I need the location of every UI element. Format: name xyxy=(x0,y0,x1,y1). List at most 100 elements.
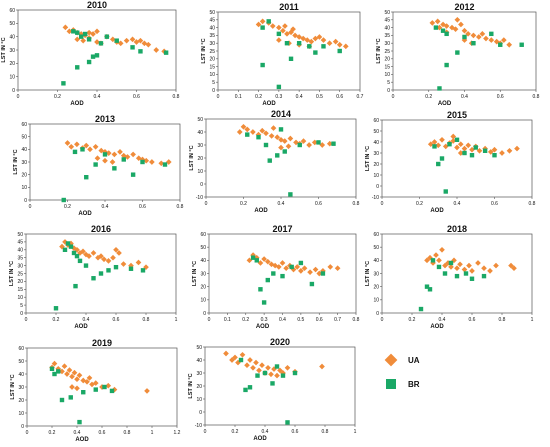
br-point xyxy=(86,37,92,42)
br-point xyxy=(276,31,282,37)
y-tick-label: 60 xyxy=(21,122,27,128)
ua-point xyxy=(439,136,445,143)
br-point xyxy=(59,397,65,403)
br-point xyxy=(75,65,80,70)
br-point xyxy=(65,241,71,246)
y-tick-label: 30 xyxy=(21,160,27,166)
br-point xyxy=(73,283,78,289)
br-point xyxy=(292,370,298,376)
br-point xyxy=(49,366,55,371)
x-tick-label: 0.4 xyxy=(262,429,269,435)
br-point xyxy=(61,197,66,203)
y-axis-label: LST IN °C xyxy=(192,261,198,286)
x-tick-label: 0.2 xyxy=(53,317,60,323)
y-tick-label: 0 xyxy=(212,88,215,94)
y-tick-label: 0 xyxy=(200,182,203,188)
br-point xyxy=(278,127,284,132)
br-point xyxy=(258,287,263,292)
x-tick-label: 1 xyxy=(151,430,154,436)
ua-point xyxy=(87,146,93,153)
ua-point xyxy=(130,151,136,158)
br-point xyxy=(447,142,452,147)
ua-point xyxy=(466,262,472,269)
ua-point xyxy=(105,258,112,264)
ua-point xyxy=(279,260,286,266)
y-tick-label: 35 xyxy=(384,33,390,39)
y-tick-label: 0 xyxy=(376,311,379,317)
br-point xyxy=(271,271,276,276)
x-tick-label: 0.6 xyxy=(316,317,323,323)
x-tick-label: 0.6 xyxy=(491,201,498,207)
ua-point xyxy=(246,257,253,264)
br-point xyxy=(82,31,88,37)
x-tick-label: 0.4 xyxy=(439,317,446,323)
ua-point xyxy=(92,143,99,150)
y-tick-label: 30 xyxy=(384,41,390,47)
x-axis-label: AOD xyxy=(438,101,452,107)
ua-point xyxy=(153,47,160,53)
x-tick-label: 0.6 xyxy=(497,94,504,100)
y-tick-label: 50 xyxy=(209,10,215,16)
x-axis-label: AOD xyxy=(256,324,270,330)
y-tick-label: 0 xyxy=(376,184,379,190)
ua-point xyxy=(259,18,266,25)
x-tick-label: 0.8 xyxy=(177,204,184,210)
ua-point xyxy=(239,351,246,358)
ua-point xyxy=(301,265,308,272)
br-point xyxy=(77,258,83,264)
ua-point xyxy=(475,260,481,266)
ua-point xyxy=(80,248,86,255)
chart-title: 2010 xyxy=(87,0,107,10)
br-point xyxy=(418,306,424,312)
ua-point xyxy=(264,258,271,265)
br-point xyxy=(260,62,265,68)
chart-title: 2012 xyxy=(454,2,474,12)
br-point xyxy=(471,41,476,46)
y-tick-label: 50 xyxy=(9,21,15,27)
ua-point xyxy=(120,261,127,267)
y-tick-label: 40 xyxy=(197,130,203,136)
y-tick-label: 20 xyxy=(21,172,27,178)
y-axis-label: LST IN °C xyxy=(9,261,15,286)
br-point xyxy=(113,264,119,270)
y-axis-label: LST IN °C xyxy=(1,37,7,62)
y-tick-label: 20 xyxy=(18,398,24,404)
ua-point xyxy=(256,367,262,374)
x-tick-label: 0 xyxy=(25,317,28,323)
br-point xyxy=(62,247,68,252)
br-point xyxy=(454,273,460,279)
br-point xyxy=(75,30,80,35)
y-tick-label: 35 xyxy=(17,256,23,262)
br-marker-icon xyxy=(386,379,396,389)
ua-point xyxy=(116,250,122,256)
ua-point xyxy=(429,20,436,26)
ua-point xyxy=(283,265,290,272)
y-axis-label: LST IN °C xyxy=(376,38,382,63)
br-point xyxy=(276,84,282,90)
br-point xyxy=(91,276,96,281)
br-point xyxy=(68,244,74,249)
ua-point xyxy=(461,27,468,34)
br-point xyxy=(247,385,253,390)
br-point xyxy=(74,253,80,259)
br-point xyxy=(266,19,271,24)
ua-point xyxy=(124,154,131,160)
y-tick-label: 45 xyxy=(384,18,390,24)
ua-point xyxy=(223,350,229,357)
y-tick-label: 5 xyxy=(212,80,215,86)
ua-point xyxy=(158,160,165,167)
ua-point xyxy=(64,140,71,146)
ua-point xyxy=(452,26,459,32)
br-point xyxy=(84,175,89,180)
ua-point xyxy=(61,363,68,370)
y-tick-label: 30 xyxy=(197,143,203,149)
x-tick-label: 0.7 xyxy=(334,317,341,323)
br-point xyxy=(296,41,302,46)
br-point xyxy=(321,44,326,49)
ua-point xyxy=(105,382,112,389)
ua-point xyxy=(98,253,104,259)
br-point xyxy=(93,162,98,167)
br-point xyxy=(81,390,86,395)
